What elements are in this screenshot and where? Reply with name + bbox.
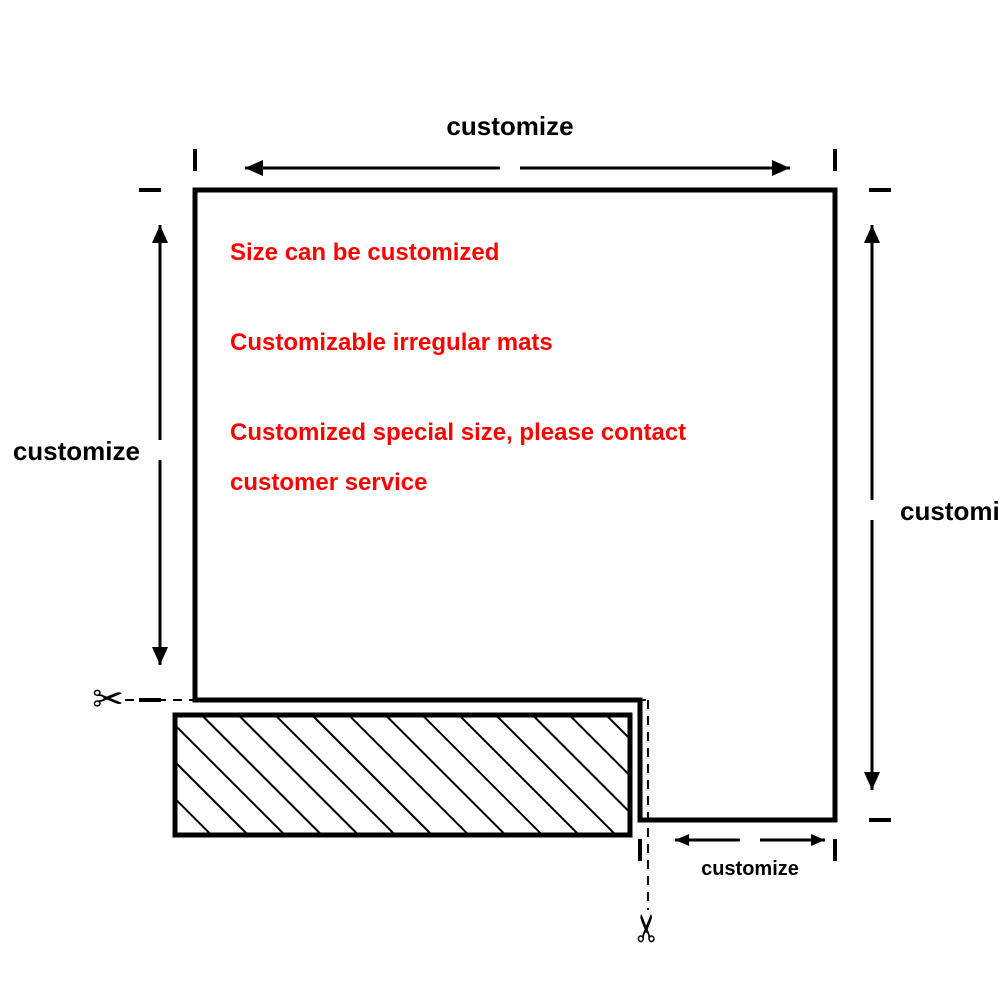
- customize-diagram: customize customize customize customize Size…: [0, 0, 1000, 1000]
- message-line3a: Customized special size, please contact: [230, 419, 686, 446]
- cutout-area: [175, 715, 630, 835]
- svg-text:✂: ✂: [92, 679, 124, 721]
- message-line3b: customer service: [230, 469, 427, 496]
- message-line2: Customizable irregular mats: [230, 329, 553, 356]
- label-right: customize: [900, 496, 1000, 526]
- scissors-icon: ✂: [92, 679, 124, 721]
- message-line1: Size can be customized: [230, 239, 499, 266]
- label-bottom: customize: [701, 858, 799, 880]
- svg-text:✂: ✂: [627, 912, 669, 944]
- label-left: customize: [13, 436, 140, 466]
- label-top: customize: [446, 111, 573, 141]
- scissors-icon: ✂: [627, 912, 669, 944]
